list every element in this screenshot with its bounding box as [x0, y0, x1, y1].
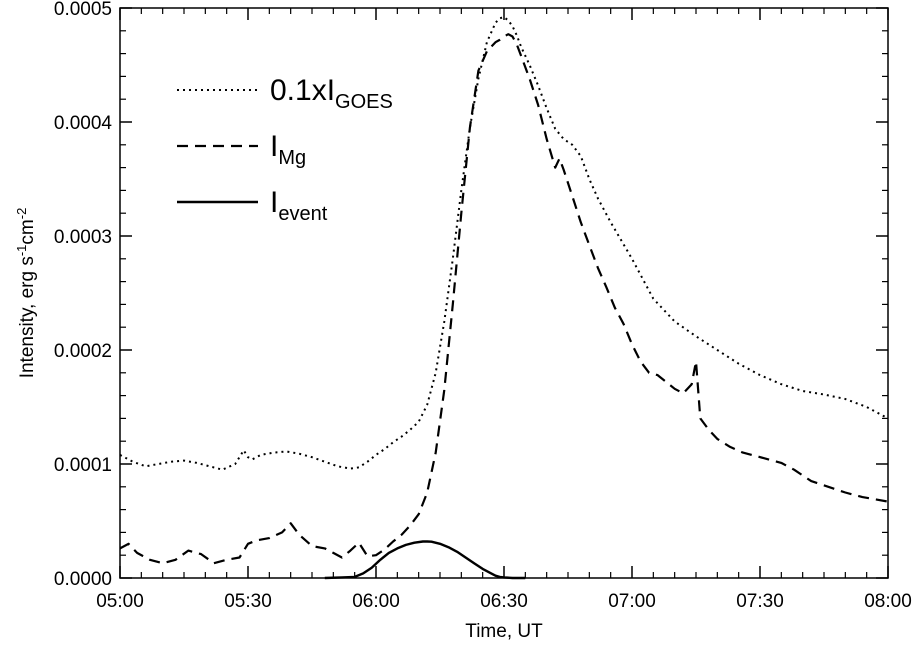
plot-frame [119, 7, 889, 579]
series-line-2 [324, 540, 526, 580]
legend-label-goes: 0.1xIGOES [270, 74, 393, 113]
x-tick-label: 07:30 [736, 591, 784, 612]
y-tick-label: 0.0001 [54, 455, 112, 476]
y-tick-label: 0.0003 [54, 227, 112, 248]
x-tick-label: 06:30 [480, 591, 528, 612]
legend-label-goes-main: 0.1xI [270, 74, 335, 107]
legend-label-event-sub: event [278, 203, 327, 225]
y-axis-title-exp1: -1 [14, 245, 29, 257]
y-axis-title: Intensity, erg s-1cm-2 [14, 208, 38, 379]
legend-label-goes-sub: GOES [335, 91, 393, 113]
series-line-0 [119, 16, 889, 471]
axis-tick-labels: 05:00 05:30 06:00 06:30 07:00 07:30 08:00 0.000… [54, 0, 912, 612]
axis-ticks [119, 7, 889, 579]
x-tick-label: 07:00 [608, 591, 656, 612]
series-line-1 [119, 33, 889, 565]
y-axis-title-base: Intensity, erg s [17, 256, 38, 378]
x-tick-label: 05:00 [96, 591, 144, 612]
x-tick-label: 06:00 [352, 591, 400, 612]
plot-lines [119, 16, 889, 580]
y-tick-label: 0.0005 [54, 0, 112, 20]
y-axis-title-mid: cm [17, 219, 38, 244]
legend-label-mg-sub: Mg [278, 147, 306, 169]
x-axis-title: Time, UT [465, 621, 543, 642]
legend-label-event: Ievent [270, 186, 328, 225]
y-axis-title-exp2: -2 [14, 208, 29, 220]
y-tick-label: 0.0000 [54, 569, 112, 590]
legend: 0.1xIGOES IMg Ievent [177, 74, 393, 225]
x-tick-label: 05:30 [224, 591, 272, 612]
legend-label-mg: IMg [270, 130, 306, 169]
y-tick-label: 0.0002 [54, 341, 112, 362]
legend-label-mg-main: I [270, 130, 278, 163]
y-tick-label: 0.0004 [54, 113, 113, 134]
legend-label-event-main: I [270, 186, 278, 219]
x-tick-label: 08:00 [864, 591, 912, 612]
